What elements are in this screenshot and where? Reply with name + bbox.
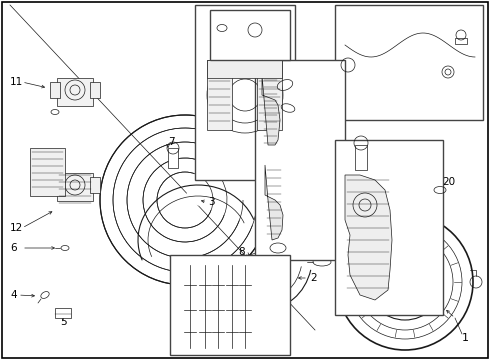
Bar — [90, 177, 100, 193]
Text: 15: 15 — [335, 143, 348, 153]
Wedge shape — [185, 118, 272, 230]
Text: 14: 14 — [211, 13, 224, 23]
Text: 13: 13 — [198, 75, 211, 85]
Bar — [207, 60, 232, 130]
Bar — [55, 308, 71, 318]
Text: 20: 20 — [442, 177, 455, 187]
Bar — [170, 255, 290, 355]
Bar — [257, 60, 282, 130]
Text: 16: 16 — [382, 207, 395, 217]
Bar — [455, 38, 467, 44]
Text: 10: 10 — [221, 320, 235, 330]
Bar — [335, 140, 443, 315]
Text: 7: 7 — [168, 137, 174, 147]
Bar — [207, 60, 282, 78]
Text: 9: 9 — [238, 340, 245, 350]
Text: 5: 5 — [60, 317, 66, 327]
Text: 4: 4 — [10, 290, 17, 300]
Bar — [335, 5, 483, 120]
Text: 1: 1 — [462, 333, 468, 343]
Bar — [57, 78, 93, 106]
Bar — [255, 60, 345, 260]
Bar — [57, 173, 93, 201]
Text: 12: 12 — [10, 223, 23, 233]
Text: 17: 17 — [342, 257, 355, 267]
Text: 8: 8 — [238, 320, 245, 330]
Text: 19: 19 — [462, 87, 475, 97]
Bar — [90, 82, 100, 98]
Text: 2: 2 — [310, 273, 317, 283]
Polygon shape — [265, 165, 283, 240]
Text: 6: 6 — [10, 243, 17, 253]
Text: 11: 11 — [10, 77, 23, 87]
Text: 18: 18 — [262, 57, 275, 67]
Text: 3: 3 — [208, 197, 215, 207]
Polygon shape — [345, 175, 392, 300]
Text: 8: 8 — [238, 247, 245, 257]
Bar — [355, 145, 367, 170]
Bar — [195, 5, 295, 180]
Polygon shape — [262, 75, 280, 145]
Bar — [210, 10, 290, 60]
Text: 18: 18 — [262, 60, 275, 70]
Bar — [50, 82, 60, 98]
Bar — [30, 148, 65, 196]
Bar — [168, 148, 178, 168]
Bar — [50, 177, 60, 193]
